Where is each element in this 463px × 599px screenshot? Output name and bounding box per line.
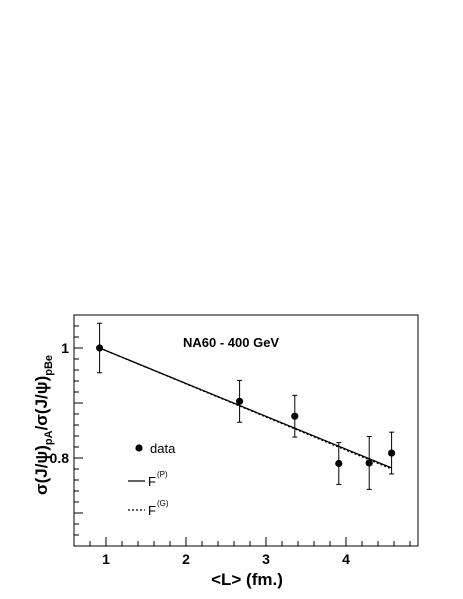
x-tick-label: 3 xyxy=(262,551,270,567)
legend-sup-fg: (G) xyxy=(157,499,169,508)
x-axis-title: <L> (fm.) xyxy=(211,570,283,589)
legend-sup-fp: (P) xyxy=(157,470,168,479)
legend: data F (P) F (G) xyxy=(128,441,176,518)
data-point xyxy=(96,344,104,352)
fit-line-fg xyxy=(99,347,392,470)
y-axis-title-sub1: pA xyxy=(43,430,55,445)
data-point xyxy=(365,459,373,467)
plot-frame xyxy=(73,314,419,547)
y-tick-label: 0.8 xyxy=(50,450,70,466)
x-tick-label: 4 xyxy=(342,551,350,567)
x-tick-label: 1 xyxy=(102,551,110,567)
data-point xyxy=(291,412,299,420)
legend-marker-data xyxy=(135,444,143,452)
data-points xyxy=(96,322,396,490)
y-axis-title-mid: /σ(J/ψ) xyxy=(32,376,51,431)
axis-ticks: 1 2 3 4 0.8 1 xyxy=(50,314,411,567)
legend-label-fp: F xyxy=(148,474,156,489)
y-axis-title: σ(J/ψ)pA/σ(J/ψ)pBe xyxy=(32,355,55,495)
data-point xyxy=(236,397,244,405)
legend-label-fg: F xyxy=(148,503,156,518)
data-point xyxy=(388,449,396,457)
y-tick-label: 1 xyxy=(61,340,69,356)
y-axis-title-sub2: pBe xyxy=(43,355,55,376)
y-axis-title-main: σ(J/ψ) xyxy=(32,445,51,495)
x-tick-label: 2 xyxy=(182,551,190,567)
plot-border xyxy=(73,314,419,547)
data-point xyxy=(335,459,343,468)
legend-label-data: data xyxy=(150,441,176,456)
fit-lines xyxy=(99,347,392,470)
chart-title: NA60 - 400 GeV xyxy=(183,335,279,350)
